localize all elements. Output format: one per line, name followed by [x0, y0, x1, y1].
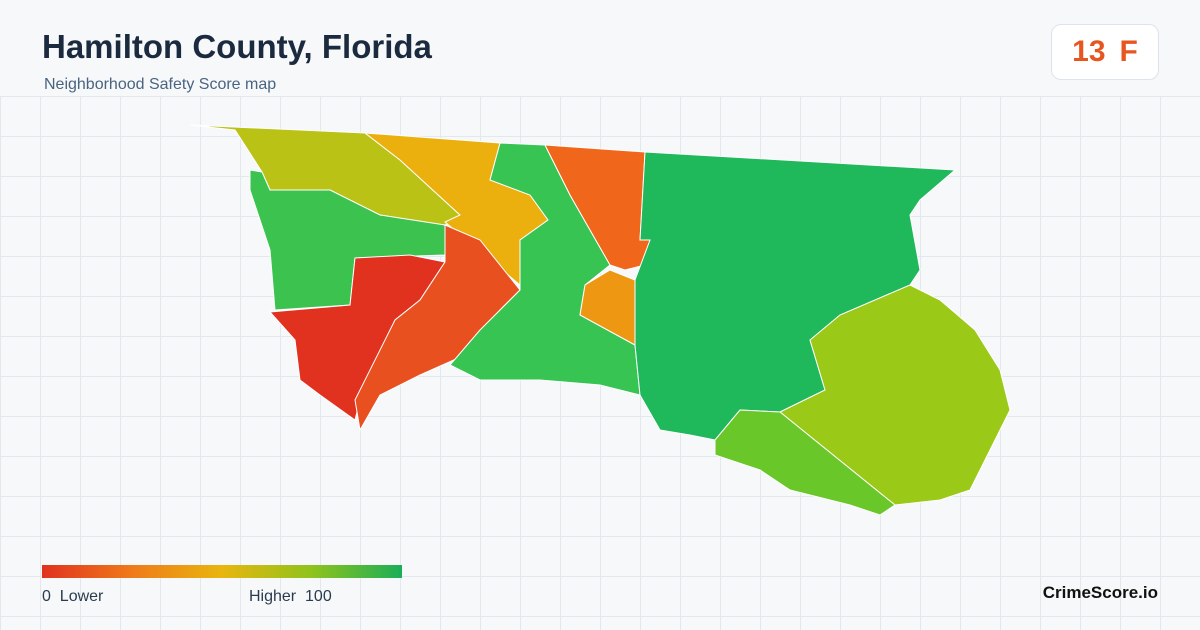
score-grade: F — [1119, 35, 1138, 68]
legend-min: 0 — [42, 588, 51, 605]
legend-low: 0 Lower — [42, 588, 103, 606]
brand: CrimeScore.io — [1042, 583, 1158, 602]
title: Hamilton County, Florida — [42, 28, 432, 65]
legend-max-label: Higher — [249, 588, 297, 605]
legend-gradient — [42, 565, 402, 578]
score-badge: 13 F — [1051, 24, 1159, 80]
legend-max: 100 — [305, 588, 332, 605]
subtitle: Neighborhood Safety Score map — [44, 76, 277, 93]
legend-min-label: Lower — [59, 588, 104, 605]
region — [714, 409, 896, 516]
legend-high: Higher 100 — [249, 588, 332, 606]
header — [0, 0, 1200, 96]
region — [779, 284, 1011, 506]
score-value: 13 — [1072, 35, 1106, 68]
